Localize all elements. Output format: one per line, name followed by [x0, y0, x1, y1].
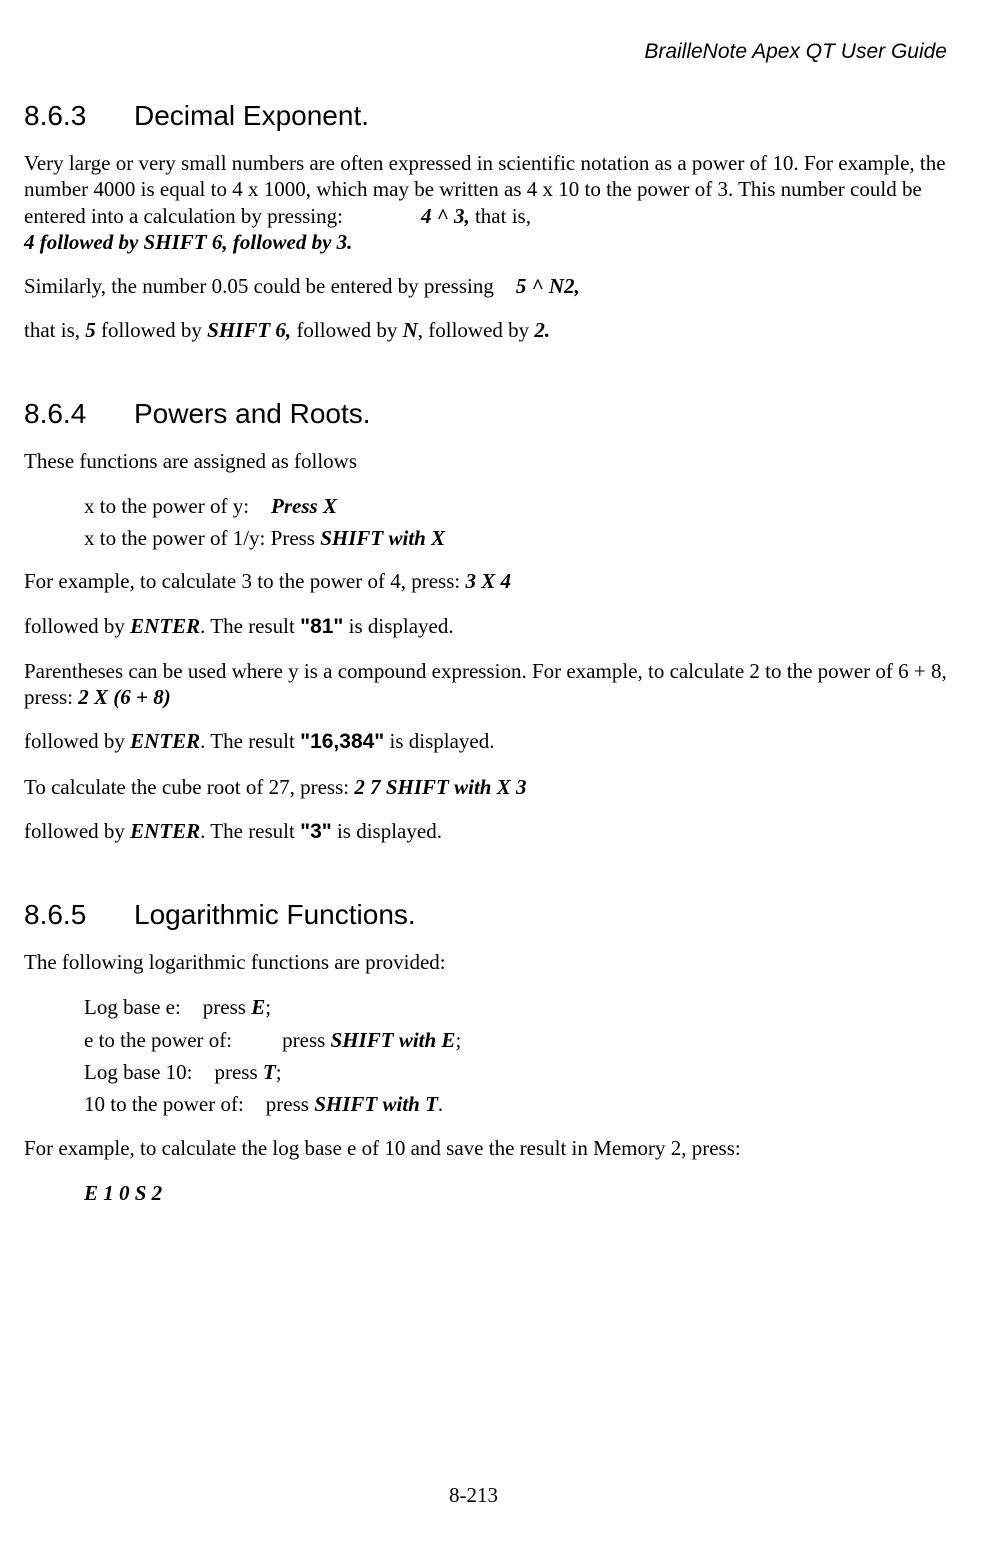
key-sequence: SHIFT with T [314, 1092, 438, 1116]
body-text: , followed by [418, 318, 535, 342]
body-text: is displayed. [343, 614, 453, 638]
paragraph: followed by ENTER. The result "16,384" i… [24, 728, 947, 755]
body-text: that is, [24, 318, 85, 342]
key-sequence: Press X [271, 494, 337, 518]
key-sequence: 2 7 SHIFT with X 3 [354, 775, 526, 799]
term: Log base 10: [84, 1060, 192, 1084]
term: x to the power of 1/y: [84, 526, 265, 550]
key-sequence: 4 ^ 3, [421, 204, 470, 228]
paragraph: Similarly, the number 0.05 could be ente… [24, 273, 947, 299]
key-name: ENTER [130, 729, 200, 753]
page-container: BrailleNote Apex QT User Guide 8.6.3Deci… [0, 0, 1005, 1566]
paragraph: For example, to calculate the log base e… [24, 1135, 947, 1161]
section-number: 8.6.3 [24, 100, 134, 132]
body-text: . [438, 1092, 443, 1116]
term: 10 to the power of: [84, 1092, 244, 1116]
body-text: followed by [96, 318, 207, 342]
body-text: is displayed. [332, 819, 442, 843]
body-text: followed by [24, 614, 130, 638]
key-sequence: SHIFT with X [320, 526, 445, 550]
key-sequence: SHIFT with E [331, 1028, 456, 1052]
list-item: E 1 0 S 2 [84, 1179, 947, 1207]
body-text: is displayed. [384, 729, 494, 753]
body-text: press [214, 1060, 262, 1084]
body-text: ; [455, 1028, 461, 1052]
heading-8-6-5: 8.6.5Logarithmic Functions. [24, 899, 947, 931]
list-item: e to the power of: press SHIFT with E; [84, 1026, 947, 1054]
key-name: E [251, 995, 265, 1019]
section-title: Powers and Roots. [134, 398, 371, 429]
paragraph: followed by ENTER. The result "81" is di… [24, 613, 947, 640]
key-name: SHIFT 6, [207, 318, 291, 342]
running-header: BrailleNote Apex QT User Guide [24, 40, 947, 64]
key-sequence: 5 ^ N2, [516, 274, 580, 298]
list-item: Log base 10: press T; [84, 1058, 947, 1086]
body-text: followed by [291, 318, 402, 342]
body-text: that is, [470, 204, 531, 228]
body-text: ; [276, 1060, 282, 1084]
paragraph: Very large or very small numbers are oft… [24, 150, 947, 255]
definition-list: x to the power of y: Press X x to the pow… [84, 492, 947, 553]
page-number: 8-213 [0, 1483, 947, 1508]
body-text: . The result [200, 614, 300, 638]
list-item: 10 to the power of: press SHIFT with T. [84, 1090, 947, 1118]
body-text: For example, to calculate 3 to the power… [24, 569, 465, 593]
paragraph: To calculate the cube root of 27, press:… [24, 774, 947, 800]
body-text: press [266, 1092, 314, 1116]
result-text: "81" [300, 615, 343, 638]
section-gap [24, 362, 947, 398]
body-text: Press [271, 526, 321, 550]
section-number: 8.6.5 [24, 899, 134, 931]
key-sequence: 2 X (6 + 8) [78, 685, 170, 709]
key-name: N [403, 318, 418, 342]
key-name: ENTER [130, 614, 200, 638]
key-name: T [263, 1060, 276, 1084]
paragraph: followed by ENTER. The result "3" is dis… [24, 818, 947, 845]
body-text: press [282, 1028, 330, 1052]
body-text: press [203, 995, 251, 1019]
paragraph: Parentheses can be used where y is a com… [24, 658, 947, 711]
body-text: ; [265, 995, 271, 1019]
result-text: "3" [300, 820, 332, 843]
paragraph: that is, 5 followed by SHIFT 6, followed… [24, 317, 947, 343]
section-title: Logarithmic Functions. [134, 899, 416, 930]
paragraph: The following logarithmic functions are … [24, 949, 947, 975]
section-gap [24, 863, 947, 899]
result-text: "16,384" [300, 730, 384, 753]
list-item: Log base e: press E; [84, 993, 947, 1021]
section-number: 8.6.4 [24, 398, 134, 430]
list-item: x to the power of y: Press X [84, 492, 947, 520]
body-text: followed by [24, 819, 130, 843]
paragraph: These functions are assigned as follows [24, 448, 947, 474]
body-text: . The result [200, 729, 300, 753]
definition-list: E 1 0 S 2 [84, 1179, 947, 1207]
key-name: 2. [534, 318, 550, 342]
term: Log base e: [84, 995, 181, 1019]
key-sequence: 4 followed by SHIFT 6, followed by 3. [24, 230, 352, 254]
key-sequence: 3 X 4 [465, 569, 511, 593]
paragraph: For example, to calculate 3 to the power… [24, 568, 947, 594]
body-text: . The result [200, 819, 300, 843]
section-title: Decimal Exponent. [134, 100, 369, 131]
key-name: 5 [85, 318, 96, 342]
term: e to the power of: [84, 1028, 232, 1052]
list-item: x to the power of 1/y: Press SHIFT with … [84, 524, 947, 552]
definition-list: Log base e: press E; e to the power of: pr… [84, 993, 947, 1118]
heading-8-6-4: 8.6.4Powers and Roots. [24, 398, 947, 430]
body-text: followed by [24, 729, 130, 753]
term: x to the power of y: [84, 494, 249, 518]
body-text: Similarly, the number 0.05 could be ente… [24, 274, 494, 298]
body-text: To calculate the cube root of 27, press: [24, 775, 354, 799]
key-sequence: E 1 0 S 2 [84, 1181, 162, 1205]
heading-8-6-3: 8.6.3Decimal Exponent. [24, 100, 947, 132]
key-name: ENTER [130, 819, 200, 843]
